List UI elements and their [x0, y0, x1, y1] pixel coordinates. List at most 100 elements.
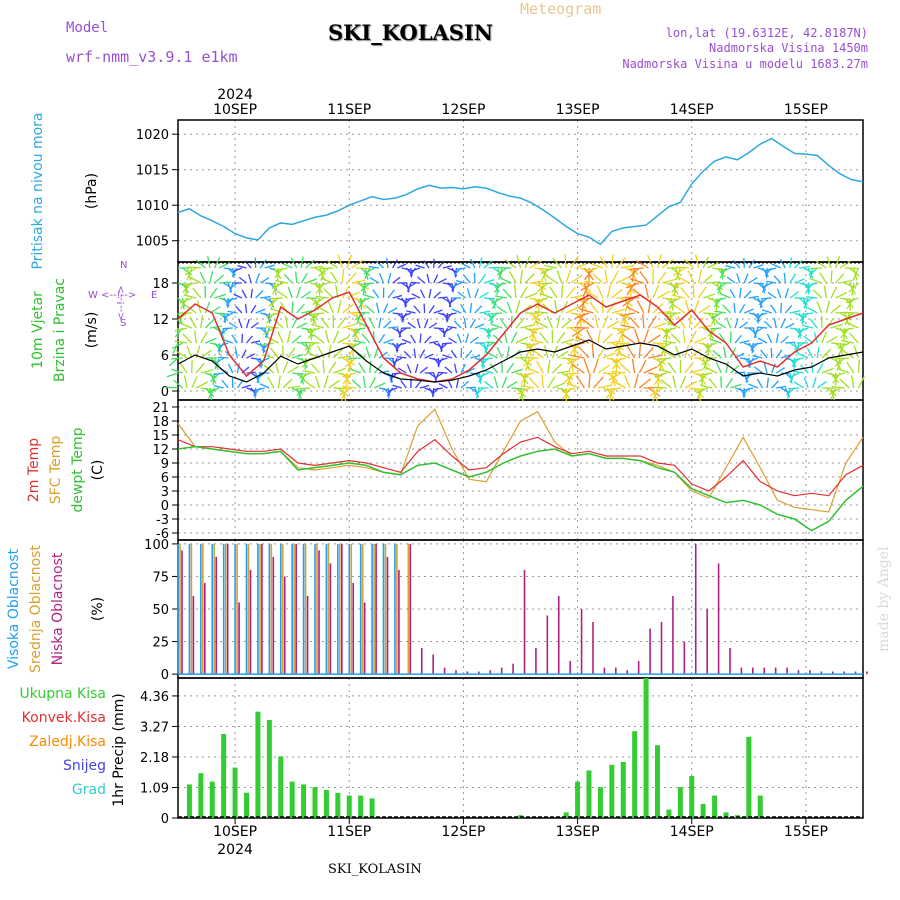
- wind-barb: [682, 329, 686, 344]
- wind-barb: [469, 336, 479, 344]
- top-day-label: 11SEP: [327, 102, 371, 118]
- wind-barb: [410, 334, 417, 344]
- wind-barb: [753, 327, 759, 338]
- wind-barb: [465, 367, 475, 374]
- wind-barb: [277, 375, 281, 389]
- wind-barb: [437, 260, 445, 269]
- wind-barb: [828, 387, 841, 396]
- wind-barb: [291, 317, 299, 329]
- wind-barb: [296, 286, 301, 299]
- wind-barb: [845, 297, 859, 304]
- wind-barb: [830, 304, 841, 314]
- wind-barb: [816, 301, 823, 314]
- wind-barb: [687, 270, 695, 284]
- y-tick-label: 6: [161, 471, 169, 486]
- wind-barb: [539, 332, 549, 344]
- wind-barb: [592, 358, 599, 374]
- wind-barb: [490, 312, 503, 315]
- dewpoint-line: [177, 445, 864, 532]
- wind-barb: [368, 265, 380, 269]
- wind-barb: [684, 344, 690, 359]
- wind-barb: [255, 342, 266, 348]
- wind-barb: [387, 387, 398, 392]
- wind-barb: [304, 380, 316, 389]
- wind-barb: [455, 279, 466, 284]
- wind-barb: [564, 253, 567, 269]
- wind-barb: [236, 379, 244, 389]
- wind-barb: [189, 276, 202, 284]
- wind-barb: [428, 305, 435, 314]
- wind-barb: [743, 387, 754, 392]
- wind-barb: [312, 297, 325, 306]
- wind-barb: [282, 361, 289, 374]
- wind-barb: [173, 379, 183, 389]
- bottom-day-label: 11SEP: [327, 824, 371, 840]
- wind-barb: [341, 303, 354, 314]
- wind-barb: [779, 258, 786, 269]
- wind-barb: [715, 321, 727, 329]
- wind-barb: [620, 312, 635, 317]
- wind-barb: [610, 372, 617, 387]
- wind-barb: [270, 347, 279, 359]
- wind-barb: [821, 331, 828, 344]
- wind-barb: [489, 363, 499, 374]
- wind-barb: [642, 313, 645, 329]
- precip-bar: [620, 762, 626, 818]
- wind-barb: [594, 314, 599, 329]
- wind-barb: [419, 289, 426, 299]
- wind-ylabel-0: 10m Vjetar: [30, 291, 46, 369]
- wind-barb: [499, 317, 508, 329]
- wind-barb: [270, 297, 284, 300]
- wind-barb: [766, 377, 770, 389]
- wind-barb: [396, 297, 407, 303]
- wind-barb: [524, 273, 535, 284]
- y-tick-label: 100: [144, 538, 169, 553]
- wind-barb: [469, 302, 473, 314]
- y-tick-label: 0: [161, 668, 169, 683]
- wind-barb: [674, 345, 681, 359]
- wind-barb: [711, 312, 718, 325]
- wind-barb: [378, 317, 382, 329]
- wind-barb: [852, 267, 860, 281]
- wind-barb: [362, 282, 375, 285]
- wind-barb: [565, 306, 580, 314]
- precip-bar: [209, 781, 215, 818]
- y-tick-label: 18: [152, 415, 169, 430]
- wind-barb: [492, 297, 496, 309]
- wind-barb: [515, 300, 521, 314]
- wind-barb: [631, 358, 636, 374]
- wind-barb: [525, 357, 531, 372]
- wind-barb: [549, 286, 558, 299]
- wind-barb: [801, 312, 813, 316]
- wind-barb: [773, 275, 782, 284]
- footer-station: SKI_KOLASIN: [328, 862, 422, 877]
- wind-barb: [353, 339, 366, 344]
- wind-barb: [816, 346, 820, 359]
- wind-barb: [342, 385, 357, 389]
- wind-barb: [839, 327, 848, 340]
- wind-barb: [689, 368, 703, 374]
- wind-barb: [233, 267, 243, 273]
- wind-barb: [825, 300, 830, 314]
- wind-barb: [794, 278, 805, 284]
- wind-barb: [761, 267, 769, 277]
- wind-barb: [579, 308, 594, 314]
- wind-barb: [423, 260, 430, 269]
- y-tick-label: 15: [152, 429, 169, 444]
- wind-barb: [767, 292, 777, 299]
- precip-legend-item: Konvek.Kisa: [22, 710, 106, 726]
- wind-barb: [506, 301, 512, 314]
- wind-barb: [245, 319, 250, 329]
- wind-barb: [398, 327, 407, 335]
- wind-barb: [695, 254, 700, 269]
- wind-barb: [315, 282, 329, 288]
- wind-barb: [656, 271, 667, 284]
- wind-barb: [588, 373, 591, 389]
- top-day-label: 15SEP: [784, 102, 828, 118]
- wind-barb: [838, 342, 846, 355]
- wind-barb: [241, 349, 247, 359]
- wind-barb: [273, 267, 282, 279]
- wind-barb: [556, 331, 566, 344]
- wind-barb: [456, 333, 462, 344]
- y-tick-label: 6: [161, 349, 169, 364]
